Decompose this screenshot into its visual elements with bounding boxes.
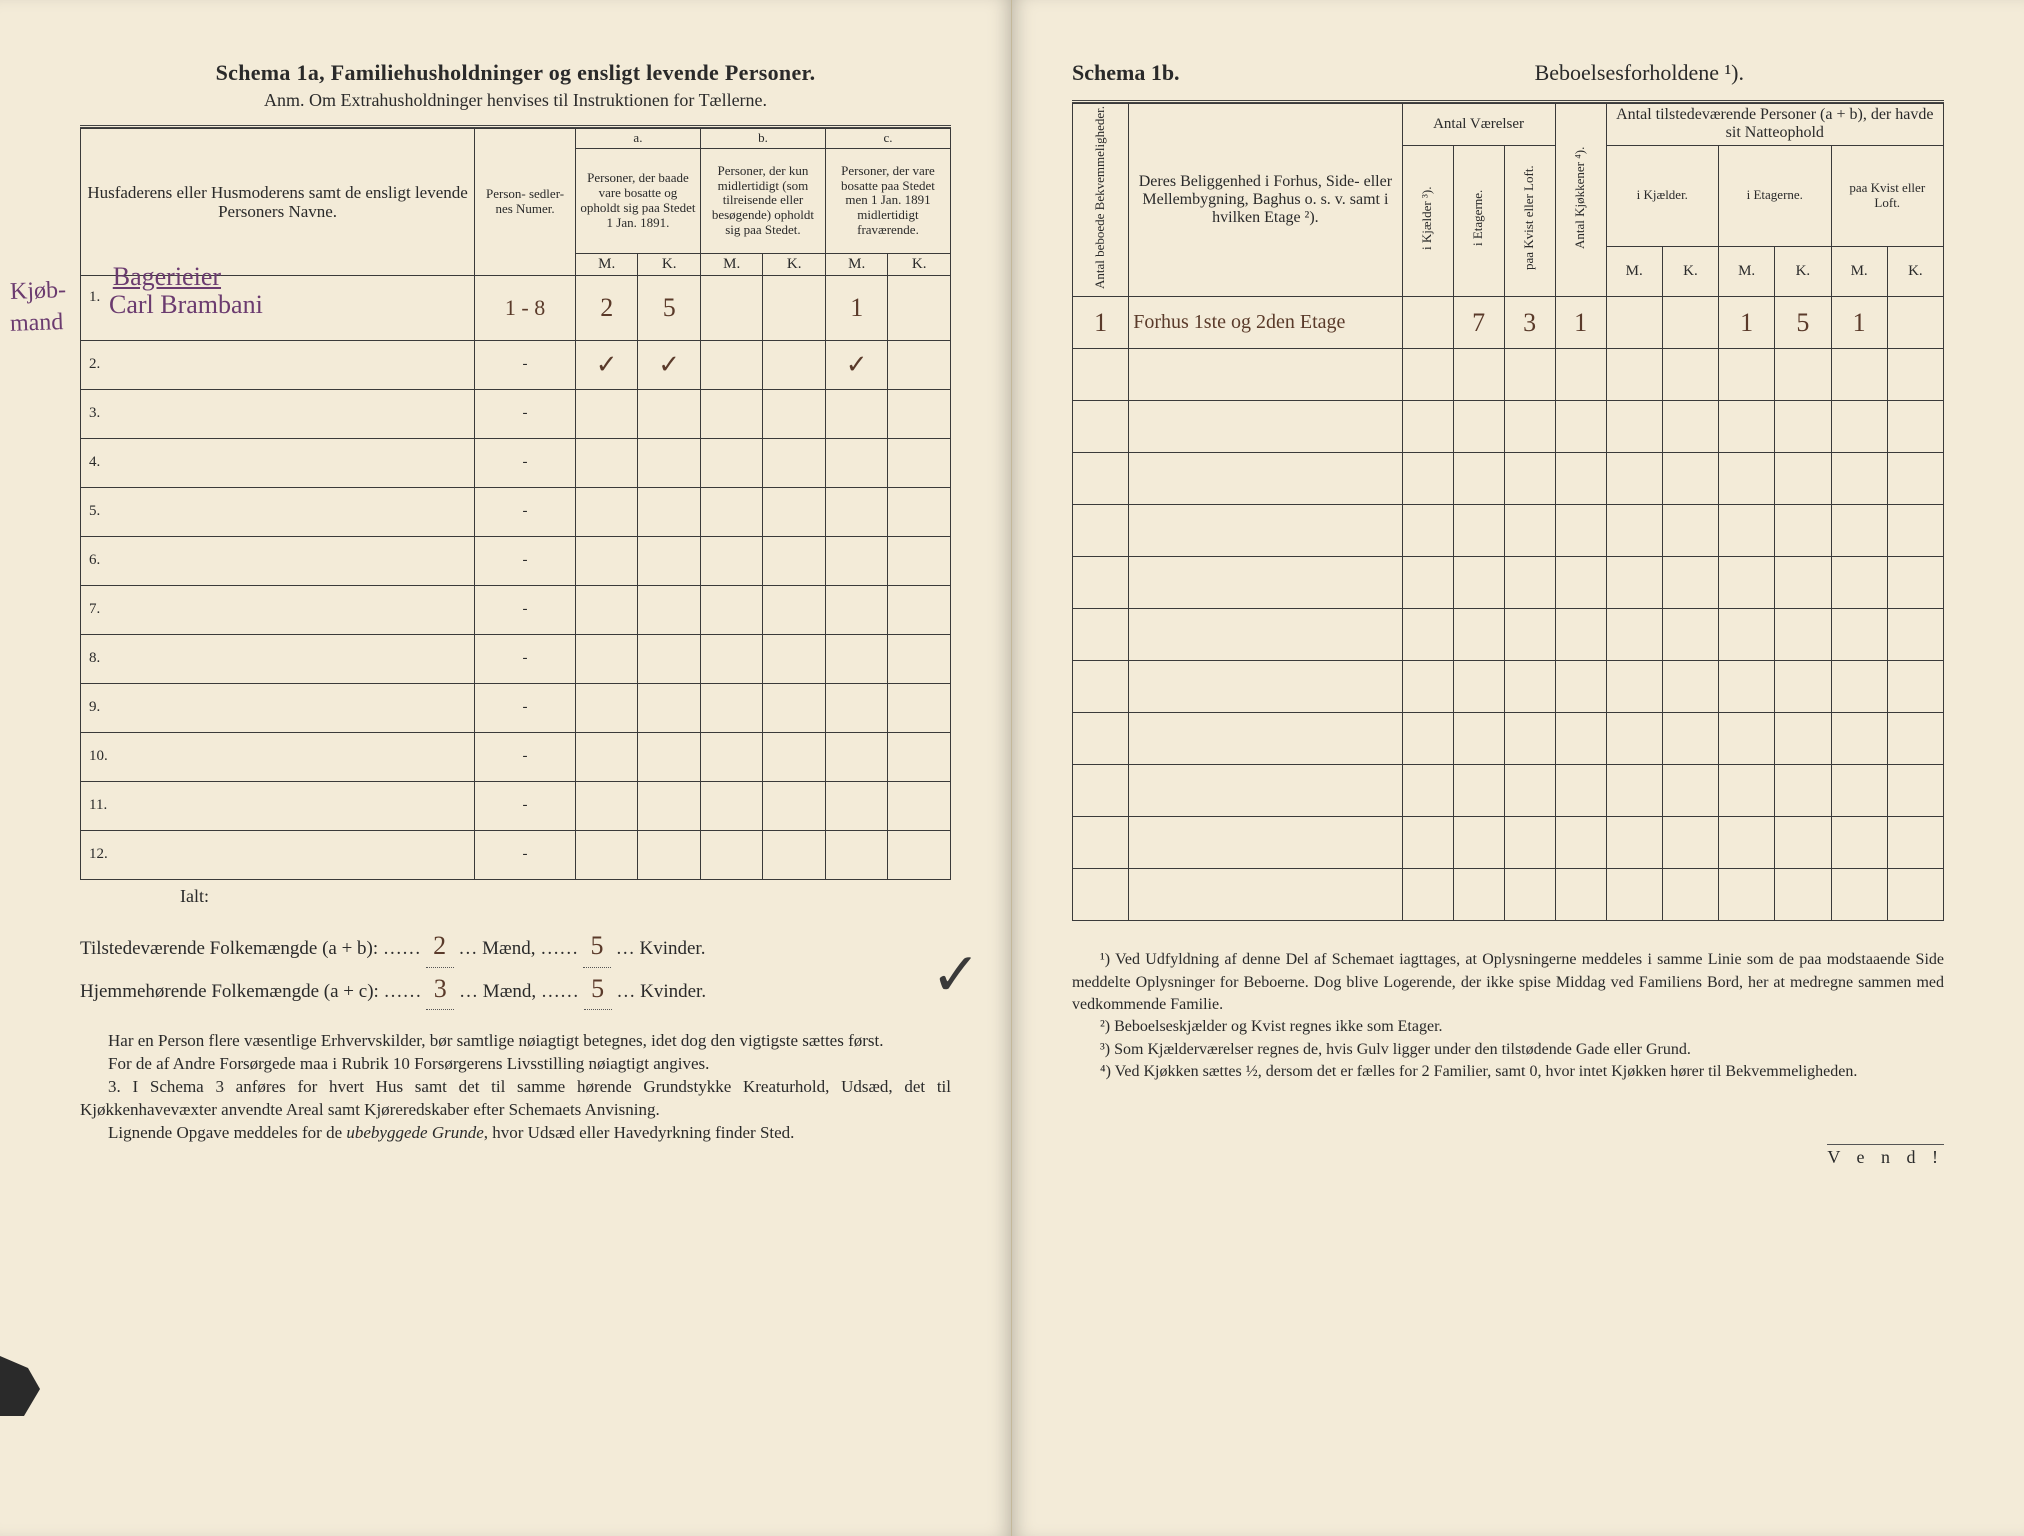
schema1b-header: Schema 1b. Beboelsesforholdene ¹).: [1072, 60, 1944, 86]
table-row: 8.-: [81, 634, 951, 683]
r1-count: 1: [1094, 308, 1107, 337]
table-row: 6.-: [81, 536, 951, 585]
ialt-label: Ialt:: [80, 886, 951, 907]
notes-block: Har en Person flere væsentlige Erhvervsk…: [80, 1030, 951, 1145]
table-row: [1073, 505, 1944, 557]
schema1a-rows: 1. Bagerieier Carl Brambani 1 - 8 2 5 1 …: [81, 276, 951, 880]
table-row: [1073, 817, 1944, 869]
schema1b-table: Antal beboede Bekvemmeligheder. Deres Be…: [1072, 103, 1944, 921]
grp-vaer: Antal Værelser: [1402, 104, 1555, 146]
table-row: 4.-: [81, 438, 951, 487]
sum-ab-label: Tilstedeværende Folkemængde (a + b): ……: [80, 938, 421, 959]
r1-nEtK: 5: [1796, 308, 1809, 337]
b-m: M.: [700, 253, 763, 275]
sub-et: i Etagerne.: [1719, 145, 1831, 246]
r1-kk: 1: [1574, 308, 1587, 337]
row1-cM: 1: [825, 276, 888, 341]
col-b-text: Personer, der kun midlertidigt (som tilr…: [700, 148, 825, 253]
note-4: Lignende Opgave meddeles for de ubebygge…: [80, 1122, 951, 1145]
row-num: 1.: [89, 289, 109, 306]
b-k: K.: [763, 253, 826, 275]
table-row: 1 Forhus 1ste og 2den Etage 7 3 1 1 5 1: [1073, 297, 1944, 349]
col-person: Person- sedler- nes Numer.: [475, 129, 576, 276]
table-row: 9.-: [81, 683, 951, 732]
col-kvist: paa Kvist eller Loft.: [1522, 158, 1537, 278]
col-et: i Etagerne.: [1471, 158, 1486, 278]
row1-aK: 5: [638, 276, 701, 341]
r1-kv: 3: [1523, 308, 1536, 337]
sum-ac-label: Hjemmehørende Folkemængde (a + c): ……: [80, 981, 422, 1002]
table-row: 3.-: [81, 389, 951, 438]
occupation-handwriting: Bagerieier: [113, 262, 221, 291]
table-row: [1073, 609, 1944, 661]
sub-kj: i Kjælder.: [1606, 145, 1718, 246]
table-row: [1073, 453, 1944, 505]
note-3: 3. I Schema 3 anføres for hvert Hus samt…: [80, 1076, 951, 1122]
summary-block: Tilstedeværende Folkemængde (a + b): …… …: [80, 925, 951, 1010]
margin-annotation-2: mand: [10, 309, 64, 338]
a-m: M.: [575, 253, 638, 275]
footnote-3: ³) Som Kjælderværelser regnes de, hvis G…: [1072, 1039, 1944, 1061]
c-k: K.: [888, 253, 951, 275]
margin-annotation-1: Kjøb-: [10, 277, 67, 306]
col-belig: Deres Beliggenhed i Forhus, Side- eller …: [1129, 104, 1402, 297]
schema1b-rows: 1 Forhus 1ste og 2den Etage 7 3 1 1 5 1: [1073, 297, 1944, 921]
sum-ac-m: 3: [426, 968, 454, 1011]
footnote-2: ²) Beboelseskjælder og Kvist regnes ikke…: [1072, 1016, 1944, 1038]
a-k: K.: [638, 253, 701, 275]
table-row: 2. - ✓ ✓ ✓: [81, 340, 951, 389]
schema1b-title: Beboelsesforholdene ¹).: [1535, 60, 1744, 86]
vend-label: V e n d !: [1827, 1144, 1944, 1168]
col-a-text: Personer, der baade vare bosatte og opho…: [575, 148, 700, 253]
schema1a-title: Schema 1a, Familiehusholdninger og ensli…: [80, 60, 951, 86]
col-c-label: c.: [825, 129, 950, 149]
col-a-label: a.: [575, 129, 700, 149]
row1-aM: 2: [575, 276, 638, 341]
sub-kv: paa Kvist eller Loft.: [1831, 145, 1944, 246]
table-row: [1073, 661, 1944, 713]
schema1b-label: Schema 1b.: [1072, 60, 1180, 86]
c-m: M.: [825, 253, 888, 275]
footnote-4: ⁴) Ved Kjøkken sættes ½, dersom det er f…: [1072, 1061, 1944, 1083]
right-page: Schema 1b. Beboelsesforholdene ¹). Antal…: [1012, 0, 2024, 1536]
schema1a-subtitle: Anm. Om Extrahusholdninger henvises til …: [80, 90, 951, 111]
footnote-1: ¹) Ved Udfyldning af denne Del af Schema…: [1072, 949, 1944, 1016]
table-row: [1073, 557, 1944, 609]
table-row: 11.-: [81, 781, 951, 830]
col-kjokken: Antal Kjøkkener ⁴).: [1573, 138, 1588, 258]
row1-name-handwriting: Carl Brambani: [109, 290, 263, 319]
table-row: 10.-: [81, 732, 951, 781]
checkmark-annotation: ✓: [931, 940, 981, 1010]
table-row: [1073, 869, 1944, 921]
note-2: For de af Andre Forsørgede maa i Rubrik …: [80, 1053, 951, 1076]
col-names: Husfaderens eller Husmoderens samt de en…: [81, 129, 475, 276]
table-row: [1073, 765, 1944, 817]
col-kj: i Kjælder ³).: [1420, 158, 1435, 278]
left-page: Kjøb- mand Schema 1a, Familiehusholdning…: [0, 0, 1012, 1536]
page-damage: [0, 1356, 40, 1416]
table-row: [1073, 713, 1944, 765]
col-c-text: Personer, der vare bosatte paa Stedet me…: [825, 148, 950, 253]
table-row: 7.-: [81, 585, 951, 634]
table-row: 12.-: [81, 830, 951, 879]
row1-person: 1 - 8: [475, 276, 576, 341]
document-spread: Kjøb- mand Schema 1a, Familiehusholdning…: [0, 0, 2024, 1536]
r1-et: 7: [1472, 308, 1485, 337]
schema1a-table: Husfaderens eller Husmoderens samt de en…: [80, 128, 951, 880]
table-row: 1. Bagerieier Carl Brambani 1 - 8 2 5 1: [81, 276, 951, 341]
col-b-label: b.: [700, 129, 825, 149]
r1-nEtM: 1: [1740, 308, 1753, 337]
col-bekv: Antal beboede Bekvemmeligheder.: [1093, 106, 1108, 289]
note-1: Har en Person flere væsentlige Erhvervsk…: [80, 1030, 951, 1053]
sum-ab-m: 2: [426, 925, 454, 968]
grp-natt: Antal tilstedeværende Personer (a + b), …: [1606, 104, 1943, 146]
r1-nKvM: 1: [1853, 308, 1866, 337]
sum-ac-k: 5: [584, 968, 612, 1011]
r1-location: Forhus 1ste og 2den Etage: [1133, 311, 1345, 333]
footnotes-block: ¹) Ved Udfyldning af denne Del af Schema…: [1072, 949, 1944, 1083]
table-row: [1073, 349, 1944, 401]
table-row: 5.-: [81, 487, 951, 536]
sum-ab-k: 5: [583, 925, 611, 968]
table-row: [1073, 401, 1944, 453]
